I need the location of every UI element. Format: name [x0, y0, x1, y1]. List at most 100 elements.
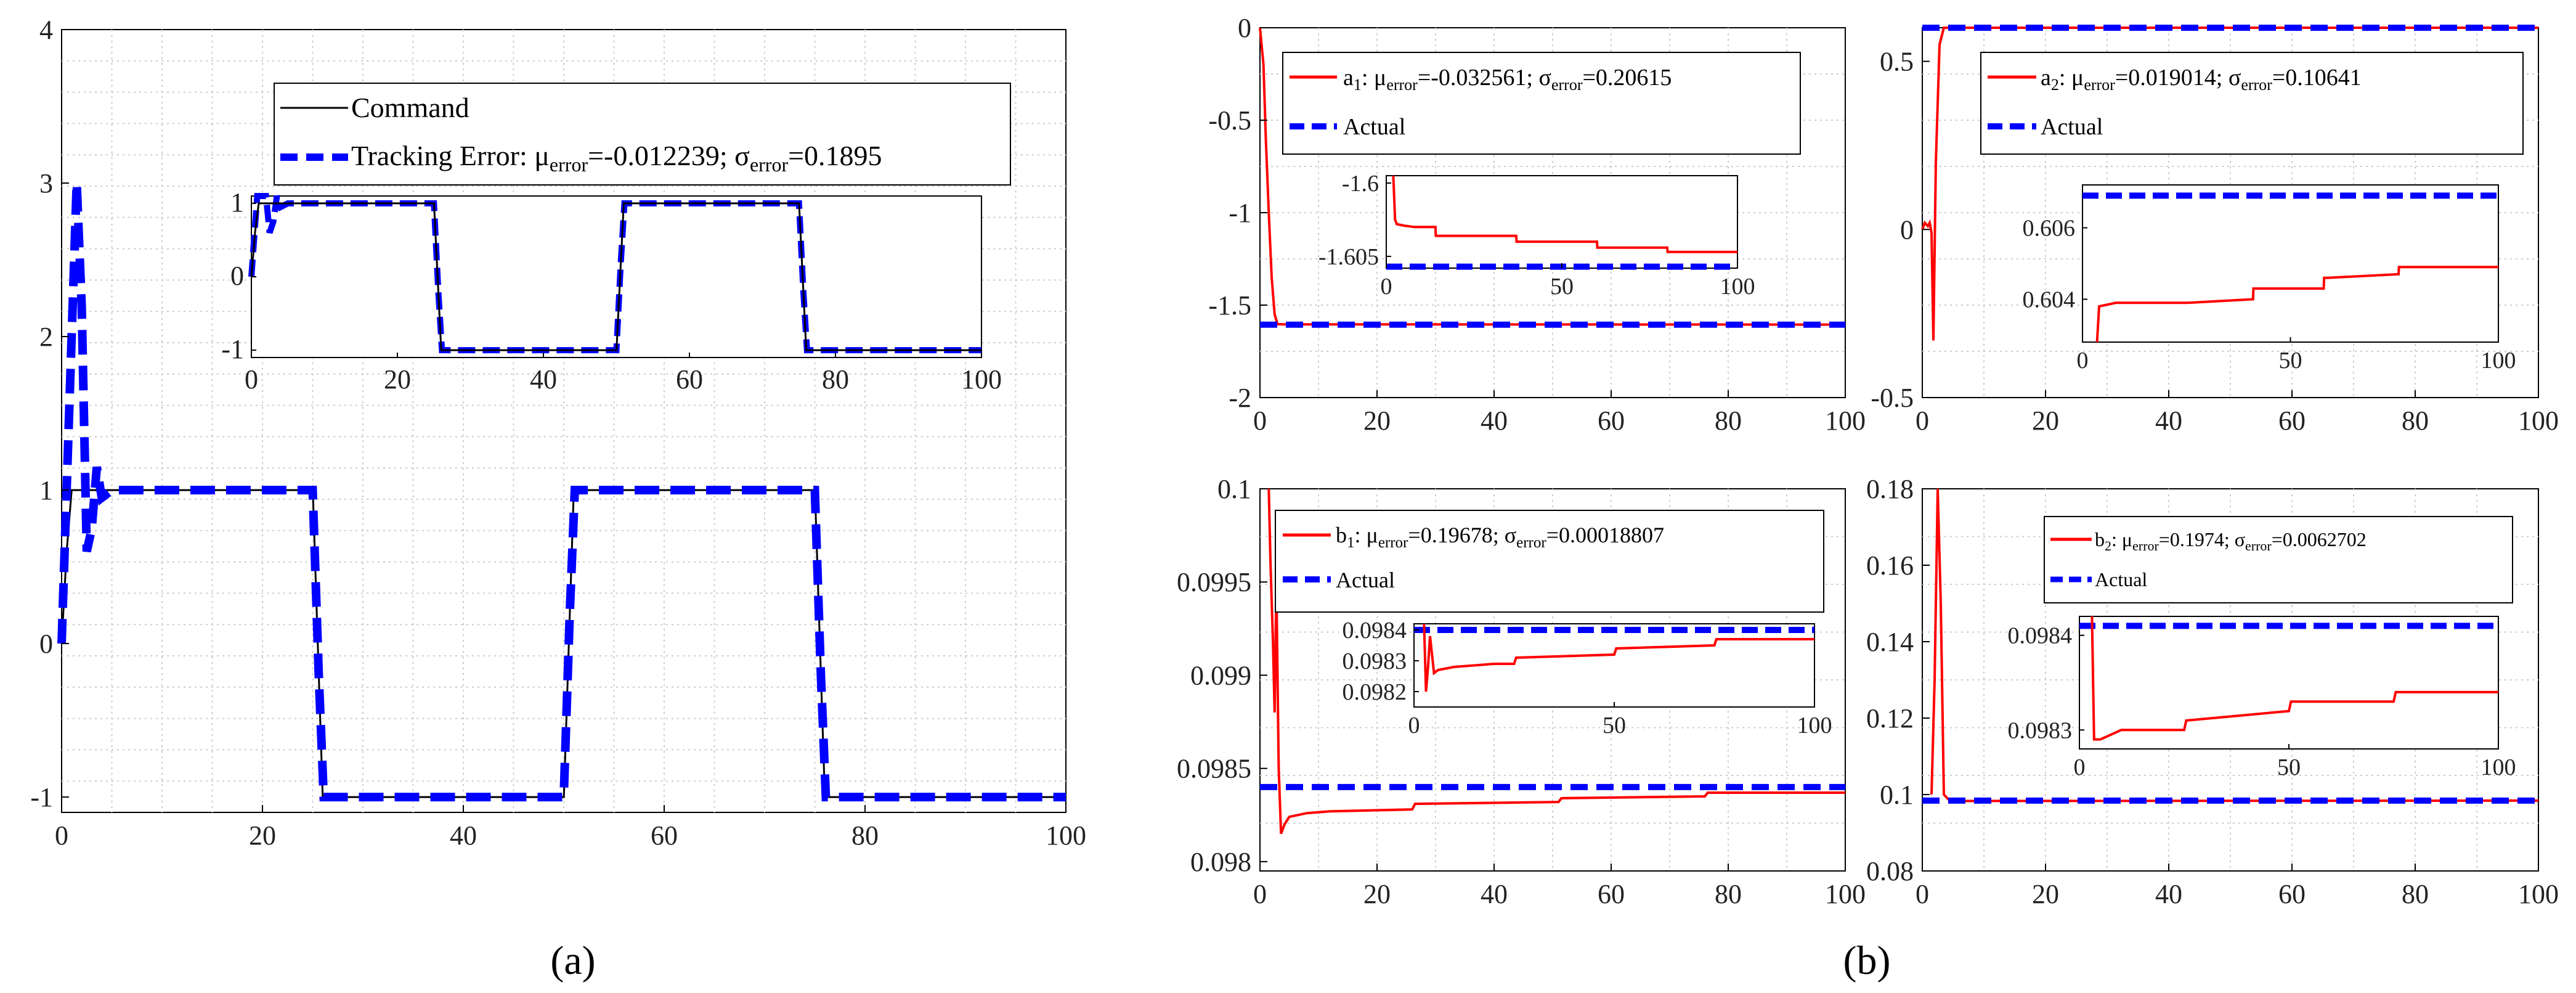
- chart-b1-inset-tick-labels: 0 50 100 0.0984 0.0983 0.0982: [1343, 618, 1832, 738]
- chart-b1-tick-labels: 0 20 40 60 80 100 0.1 0.0995 0.099 0.0985 0.098: [1177, 474, 1866, 909]
- x-tick-label: 20: [1363, 406, 1391, 436]
- chart-a-inset: 0 20 40 60 80 100-101: [221, 187, 1002, 394]
- x-tick-label: 60: [1598, 406, 1625, 436]
- inset-estimate-line: [1423, 623, 1814, 692]
- inset-y-tick-label: 0.606: [2023, 216, 2076, 242]
- inset-x-tick-label: 100: [961, 364, 1002, 394]
- y-tick-label: 0.099: [1190, 660, 1251, 690]
- y-tick-label: 0.1: [1217, 474, 1251, 504]
- chart-b2-series: [1922, 488, 2539, 804]
- series-line-b1: [1267, 488, 1845, 835]
- y-tick-label: 1: [39, 475, 53, 505]
- inset-estimate-line: [2095, 266, 2498, 343]
- y-tick-label: 0.1: [1880, 780, 1914, 810]
- legend-b1-label: b1: μerror=0.19678; σerror=0.00018807: [1336, 523, 1664, 551]
- chart-a1-series: [1259, 27, 1846, 328]
- inset-y-tick-label: 0.0982: [1343, 679, 1407, 705]
- x-tick-label: 80: [1715, 879, 1742, 909]
- x-tick-label: 60: [2278, 879, 2306, 909]
- x-tick-label: 0: [55, 820, 68, 851]
- x-tick-label: 40: [1481, 406, 1508, 436]
- chart-a-series: [57, 182, 1066, 802]
- x-tick-label: 60: [2278, 406, 2306, 436]
- x-tick-label: 80: [2402, 879, 2429, 909]
- x-tick-label: 40: [450, 820, 477, 851]
- legend-command-label: Command: [351, 92, 469, 123]
- x-tick-label: 80: [851, 820, 879, 851]
- y-tick-label: 4: [39, 15, 53, 45]
- chart-a1-tick-labels: 0 20 40 60 80 100 0 -0.5 -1 -1.5 -2: [1208, 13, 1866, 436]
- inset-x-tick-label: 60: [676, 364, 703, 394]
- inset-y-tick-label: 0: [230, 261, 244, 291]
- y-tick-label: 0: [39, 629, 53, 659]
- x-tick-label: 20: [249, 820, 276, 851]
- inset-x-tick-label: 0: [245, 364, 258, 394]
- x-tick-label: 100: [1046, 820, 1086, 851]
- chart-b1: 0 20 40 60 80 100 0.1 0.0995 0.099 0.0985 0.098 b1…: [1177, 474, 1866, 909]
- chart-b1-legend: b1: μerror=0.19678; σerror=0.00018807 Ac…: [1275, 510, 1824, 613]
- y-tick-label: 0.5: [1880, 47, 1914, 77]
- chart-a1: 0 20 40 60 80 100 0 -0.5 -1 -1.5 -2 a1: μerror=-0.…: [1208, 13, 1866, 436]
- x-tick-label: 100: [2518, 879, 2559, 909]
- y-tick-label: 0.0985: [1177, 754, 1251, 784]
- x-tick-label: 0: [1253, 406, 1267, 436]
- x-tick-label: 100: [1825, 406, 1866, 436]
- series-line-a1: [1259, 27, 1846, 326]
- caption-a: (a): [550, 938, 595, 983]
- x-tick-label: 0: [1916, 406, 1929, 436]
- legend-a2-actual-label: Actual: [2041, 114, 2103, 140]
- chart-b1-series: [1260, 488, 1845, 835]
- inset-x-tick-label: 0: [1408, 713, 1420, 738]
- inset-y-tick-label: 1: [230, 187, 244, 218]
- chart-a-inset-tick-labels: 0 20 40 60 80 100-101: [221, 187, 1002, 394]
- y-tick-label: 0: [1900, 215, 1914, 245]
- legend-a1-label: a1: μerror=-0.032561; σerror=0.20615: [1343, 65, 1672, 94]
- y-tick-label: 3: [39, 168, 53, 198]
- inset-x-tick-label: 0: [1381, 274, 1392, 300]
- inset-x-tick-label: 20: [384, 364, 411, 394]
- y-tick-label: 0.14: [1866, 627, 1914, 657]
- x-tick-label: 60: [651, 820, 678, 851]
- caption-b: (b): [1843, 938, 1891, 983]
- y-tick-label: 0.098: [1190, 847, 1251, 877]
- inset-x-tick-label: 100: [1720, 274, 1755, 300]
- x-tick-label: 40: [2155, 879, 2182, 909]
- inset-x-tick-label: 50: [2279, 348, 2302, 374]
- x-tick-label: 20: [2032, 406, 2059, 436]
- y-tick-label: 0.12: [1866, 703, 1914, 734]
- legend-tracking-error-label: Tracking Error: μerror=-0.012239; σerror…: [351, 140, 882, 176]
- inset-x-tick-label: 0: [2077, 348, 2089, 374]
- chart-b2-tick-labels: 0 20 40 60 80 100 0.18 0.16 0.14 0.12 0.1 0.08: [1866, 474, 2559, 909]
- inset-x-tick-label: 100: [2481, 348, 2516, 374]
- legend-b2-actual-label: Actual: [2095, 568, 2147, 590]
- inset-y-tick-label: 0.0983: [2008, 717, 2073, 743]
- legend-a2-label: a2: μerror=0.019014; σerror=0.10641: [2041, 65, 2362, 94]
- inset-x-tick-label: 50: [2277, 754, 2301, 780]
- inset-estimate-line: [2090, 616, 2498, 741]
- x-tick-label: 80: [2402, 406, 2429, 436]
- y-tick-label: -0.5: [1871, 383, 1914, 413]
- y-tick-label: -1: [1229, 198, 1251, 228]
- x-tick-label: 40: [1481, 879, 1508, 909]
- x-tick-label: 40: [2155, 406, 2182, 436]
- y-tick-label: 0.18: [1866, 474, 1914, 504]
- chart-b1-inset: 0 50 100 0.0984 0.0983 0.0982: [1343, 618, 1832, 738]
- chart-a2-inset-tick-labels: 0 50 100 0.604 0.606: [2023, 216, 2516, 374]
- y-tick-label: -0.5: [1208, 105, 1251, 136]
- chart-a2-legend: a2: μerror=0.019014; σerror=0.10641 Actu…: [1980, 52, 2524, 155]
- inset-y-tick-label: -1.6: [1342, 171, 1379, 197]
- inset-x-tick-label: 50: [1550, 274, 1574, 300]
- inset-x-tick-label: 80: [822, 364, 849, 394]
- inset-series-line-command: [250, 202, 981, 351]
- chart-a1-inset-tick-labels: 0 50 100 -1.6 -1.605: [1318, 171, 1755, 300]
- inset-x-tick-label: 40: [530, 364, 557, 394]
- chart-b2-legend: b2: μerror=0.1974; σerror=0.0062702 Actu…: [2044, 516, 2513, 603]
- chart-b1-inset-series: [1414, 623, 1814, 692]
- legend-b1-actual-label: Actual: [1336, 568, 1395, 592]
- x-tick-label: 100: [1825, 879, 1866, 909]
- x-tick-label: 20: [1363, 879, 1391, 909]
- inset-y-tick-label: 0.604: [2023, 287, 2076, 313]
